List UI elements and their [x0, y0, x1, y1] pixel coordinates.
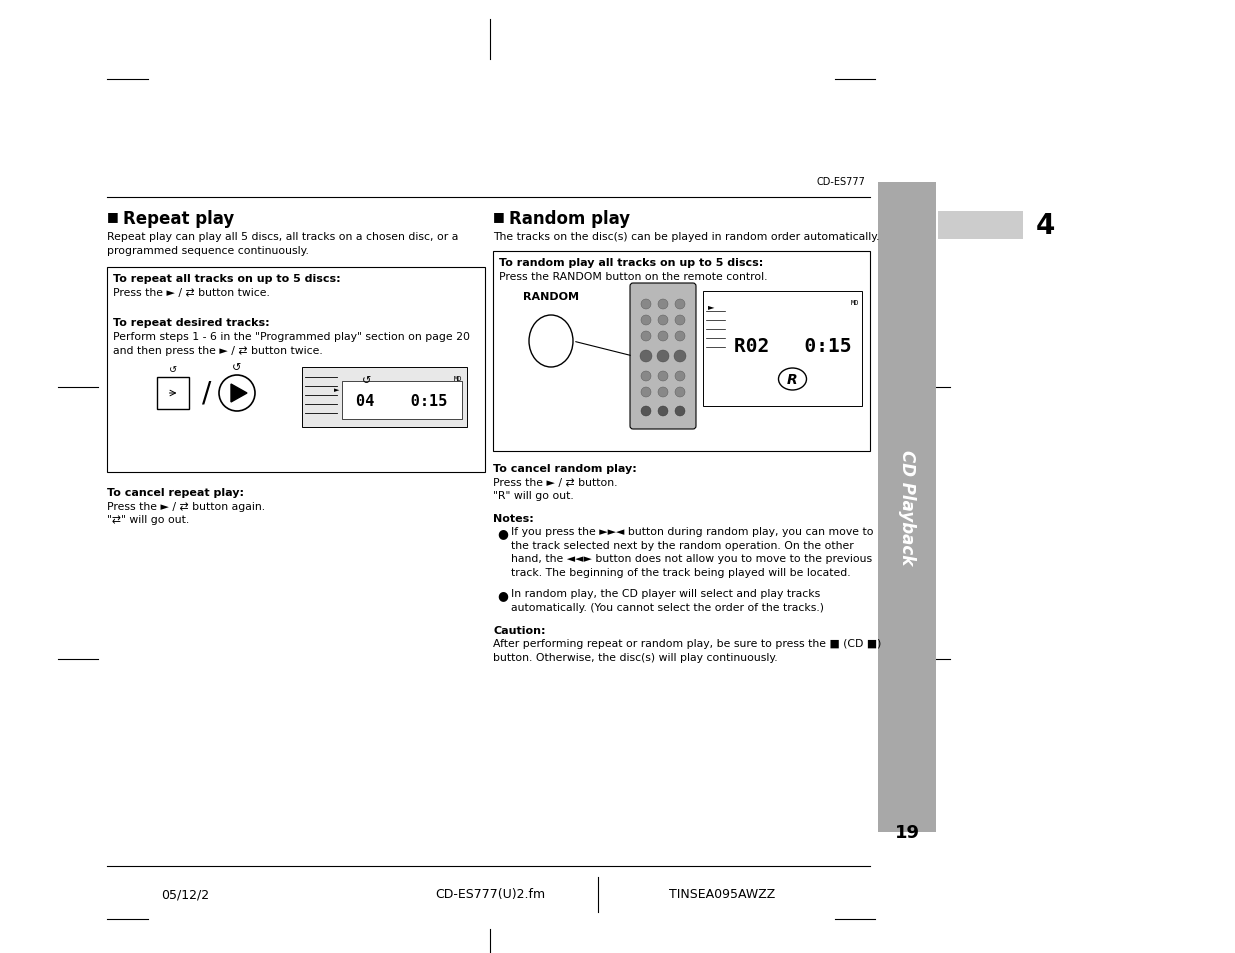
Ellipse shape	[529, 315, 573, 368]
Text: In random play, the CD player will select and play tracks
automatically. (You ca: In random play, the CD player will selec…	[511, 588, 824, 612]
Text: /: /	[203, 379, 211, 408]
Text: To cancel repeat play:: To cancel repeat play:	[107, 488, 245, 497]
Text: CD-ES777: CD-ES777	[816, 177, 864, 187]
Text: To repeat all tracks on up to 5 discs:: To repeat all tracks on up to 5 discs:	[112, 274, 341, 284]
Text: ■: ■	[493, 210, 505, 223]
Text: ■: ■	[107, 210, 119, 223]
Bar	[342, 381, 462, 419]
Text: CD Playback: CD Playback	[898, 450, 916, 565]
Circle shape	[640, 351, 652, 363]
Text: R02   0:15: R02 0:15	[734, 336, 851, 355]
Text: 04    0:15: 04 0:15	[357, 393, 447, 408]
Circle shape	[641, 388, 651, 397]
Text: To repeat desired tracks:: To repeat desired tracks:	[112, 317, 269, 328]
Text: MD: MD	[453, 375, 462, 381]
Text: After performing repeat or random play, be sure to press the ■ (CD ■)
button. Ot: After performing repeat or random play, …	[493, 639, 882, 662]
Text: Press the ► / ⇄ button again.: Press the ► / ⇄ button again.	[107, 501, 266, 512]
Text: "⇄" will go out.: "⇄" will go out.	[107, 515, 189, 524]
Circle shape	[641, 332, 651, 341]
Text: Press the ► / ⇄ button.: Press the ► / ⇄ button.	[493, 477, 618, 488]
Circle shape	[658, 332, 668, 341]
Text: Repeat play: Repeat play	[124, 210, 235, 228]
Text: Repeat play can play all 5 discs, all tracks on a chosen disc, or a
programmed s: Repeat play can play all 5 discs, all tr…	[107, 232, 458, 255]
Text: 05/12/2: 05/12/2	[161, 887, 209, 901]
Text: ►: ►	[335, 387, 340, 393]
Circle shape	[658, 315, 668, 326]
Text: ↺: ↺	[362, 375, 372, 386]
Bar	[703, 292, 862, 407]
Text: MD: MD	[851, 299, 860, 306]
Text: CD-ES777(U)2.fm: CD-ES777(U)2.fm	[435, 887, 545, 901]
Circle shape	[676, 315, 685, 326]
FancyBboxPatch shape	[630, 284, 697, 430]
Circle shape	[676, 372, 685, 381]
Circle shape	[676, 299, 685, 310]
Text: Press the ► / ⇄ button twice.: Press the ► / ⇄ button twice.	[112, 288, 270, 297]
Text: Random play: Random play	[509, 210, 630, 228]
Text: Press the RANDOM button on the remote control.: Press the RANDOM button on the remote co…	[499, 272, 767, 282]
Circle shape	[658, 388, 668, 397]
Circle shape	[658, 372, 668, 381]
Circle shape	[641, 407, 651, 416]
Circle shape	[219, 375, 254, 412]
Bar	[878, 183, 936, 832]
Text: To random play all tracks on up to 5 discs:: To random play all tracks on up to 5 dis…	[499, 257, 763, 268]
Text: The tracks on the disc(s) can be played in random order automatically.: The tracks on the disc(s) can be played …	[493, 232, 879, 242]
Text: R: R	[787, 373, 798, 387]
Text: "R" will go out.: "R" will go out.	[493, 491, 574, 500]
Bar	[157, 377, 189, 410]
Circle shape	[658, 299, 668, 310]
Polygon shape	[231, 385, 247, 402]
Bar	[303, 368, 467, 428]
Circle shape	[641, 299, 651, 310]
Text: Caution:: Caution:	[493, 625, 546, 636]
Bar	[939, 212, 1023, 240]
Text: To cancel random play:: To cancel random play:	[493, 463, 637, 474]
Ellipse shape	[778, 369, 806, 391]
Text: ●: ●	[496, 526, 508, 539]
Bar	[493, 252, 869, 452]
Text: ↺: ↺	[169, 365, 177, 375]
Text: ●: ●	[496, 588, 508, 601]
Text: ►: ►	[708, 302, 715, 311]
Circle shape	[657, 351, 669, 363]
Circle shape	[676, 332, 685, 341]
Text: 4: 4	[1035, 212, 1055, 240]
Text: TINSEA095AWZZ: TINSEA095AWZZ	[668, 887, 776, 901]
Circle shape	[641, 315, 651, 326]
Text: ↺: ↺	[232, 363, 242, 373]
Circle shape	[676, 407, 685, 416]
Circle shape	[676, 388, 685, 397]
Circle shape	[674, 351, 685, 363]
Text: Notes:: Notes:	[493, 514, 534, 523]
Text: 19: 19	[894, 823, 920, 841]
Bar	[107, 268, 485, 473]
Circle shape	[641, 372, 651, 381]
Text: If you press the ►►◄ button during random play, you can move to
the track select: If you press the ►►◄ button during rando…	[511, 526, 873, 578]
Text: RANDOM: RANDOM	[522, 292, 579, 302]
Text: Perform steps 1 - 6 in the "Programmed play" section on page 20
and then press t: Perform steps 1 - 6 in the "Programmed p…	[112, 332, 471, 355]
Circle shape	[658, 407, 668, 416]
